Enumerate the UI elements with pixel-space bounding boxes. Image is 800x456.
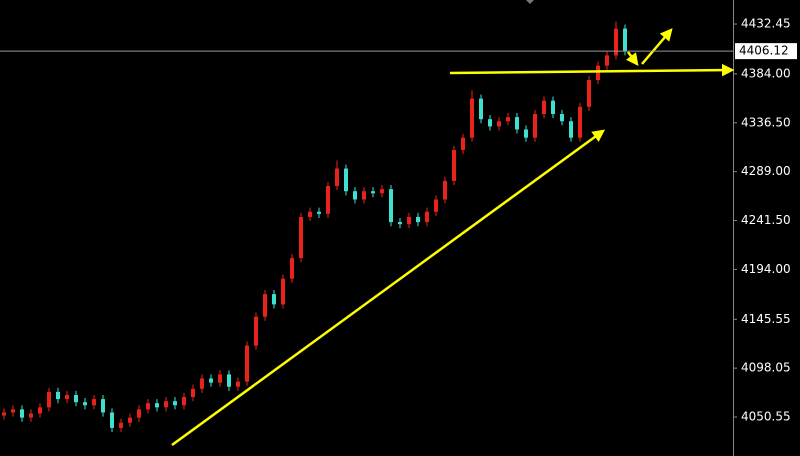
- candle-body: [326, 186, 330, 214]
- candle-body: [290, 258, 294, 279]
- candle-body: [587, 80, 591, 107]
- candle-body: [569, 121, 573, 138]
- y-tick-label: 4241.50: [741, 213, 791, 227]
- candle-body: [425, 211, 429, 223]
- candle-body: [497, 121, 501, 127]
- candle-body: [146, 403, 150, 410]
- candle-body: [245, 345, 249, 382]
- marker-icon: [526, 0, 534, 4]
- candle-body: [11, 409, 15, 413]
- y-tick-label: 4194.00: [741, 262, 791, 276]
- up-arrow: [641, 28, 673, 65]
- level-arrow: [449, 63, 735, 77]
- plot-area: [2, 21, 627, 433]
- candle-body: [515, 117, 519, 130]
- candle-body: [2, 412, 6, 416]
- candle-body: [344, 168, 348, 192]
- candle-body: [92, 399, 96, 406]
- y-tick-label: 4336.50: [741, 115, 791, 129]
- candle-body: [533, 114, 537, 138]
- candle-body: [56, 391, 60, 400]
- candle-body: [29, 413, 33, 418]
- candle-body: [389, 189, 393, 223]
- candle-body: [353, 191, 357, 200]
- candle-body: [182, 397, 186, 406]
- current-price-box: [735, 43, 797, 60]
- candle-body: [416, 216, 420, 223]
- y-tick-label: 4289.00: [741, 164, 791, 178]
- candle-body: [83, 402, 87, 406]
- candle-body: [164, 401, 168, 408]
- candle-body: [380, 189, 384, 194]
- candle-body: [173, 401, 177, 406]
- candle-body: [281, 278, 285, 305]
- candle-body: [461, 137, 465, 151]
- candle-body: [218, 374, 222, 383]
- candle-body: [38, 407, 42, 414]
- down-arrow: [626, 51, 639, 66]
- candle-body: [137, 409, 141, 418]
- candle-body: [614, 28, 618, 56]
- candle-body: [470, 98, 474, 138]
- candle-body: [335, 168, 339, 187]
- candle-body: [605, 55, 609, 66]
- candle-body: [479, 98, 483, 120]
- candle-body: [101, 399, 105, 413]
- candle-body: [596, 65, 600, 81]
- candle-body: [488, 119, 492, 127]
- candle-body: [191, 388, 195, 398]
- candle-body: [227, 374, 231, 387]
- candle-body: [506, 117, 510, 122]
- candle-body: [209, 378, 213, 383]
- candle-body: [155, 403, 159, 408]
- candle-body: [308, 211, 312, 217]
- candle-body: [407, 216, 411, 225]
- candle-body: [128, 417, 132, 423]
- candle-body: [542, 100, 546, 115]
- candle-body: [317, 211, 321, 214]
- candle-body: [236, 381, 240, 387]
- candle-body: [551, 100, 555, 115]
- candle-body: [560, 114, 564, 122]
- candle-body: [119, 422, 123, 428]
- candle-body: [299, 216, 303, 259]
- annotations: [171, 28, 735, 447]
- candle-body: [110, 412, 114, 428]
- y-tick-label: 4098.05: [741, 361, 791, 375]
- candle-body: [434, 199, 438, 212]
- y-tick-label: 4145.55: [741, 312, 791, 326]
- candle-body: [371, 191, 375, 194]
- candle-body: [578, 106, 582, 138]
- candle-body: [20, 409, 24, 418]
- current-price-label: 4406.12: [739, 44, 789, 58]
- candle-body: [524, 129, 528, 138]
- candle-body: [398, 222, 402, 225]
- candle-body: [263, 294, 267, 317]
- candle-body: [254, 316, 258, 346]
- y-tick-label: 4384.00: [741, 66, 791, 80]
- y-tick-label: 4432.45: [741, 17, 791, 31]
- y-tick-label: 4050.55: [741, 410, 791, 424]
- candle-body: [47, 391, 51, 408]
- candle-body: [362, 191, 366, 200]
- trend-arrow: [171, 129, 606, 447]
- candle-body: [74, 394, 78, 403]
- candle-body: [272, 294, 276, 305]
- candle-body: [623, 28, 627, 52]
- candle-body: [200, 378, 204, 389]
- candle-body: [443, 180, 447, 200]
- candle-body: [452, 150, 456, 181]
- candle-body: [65, 394, 69, 400]
